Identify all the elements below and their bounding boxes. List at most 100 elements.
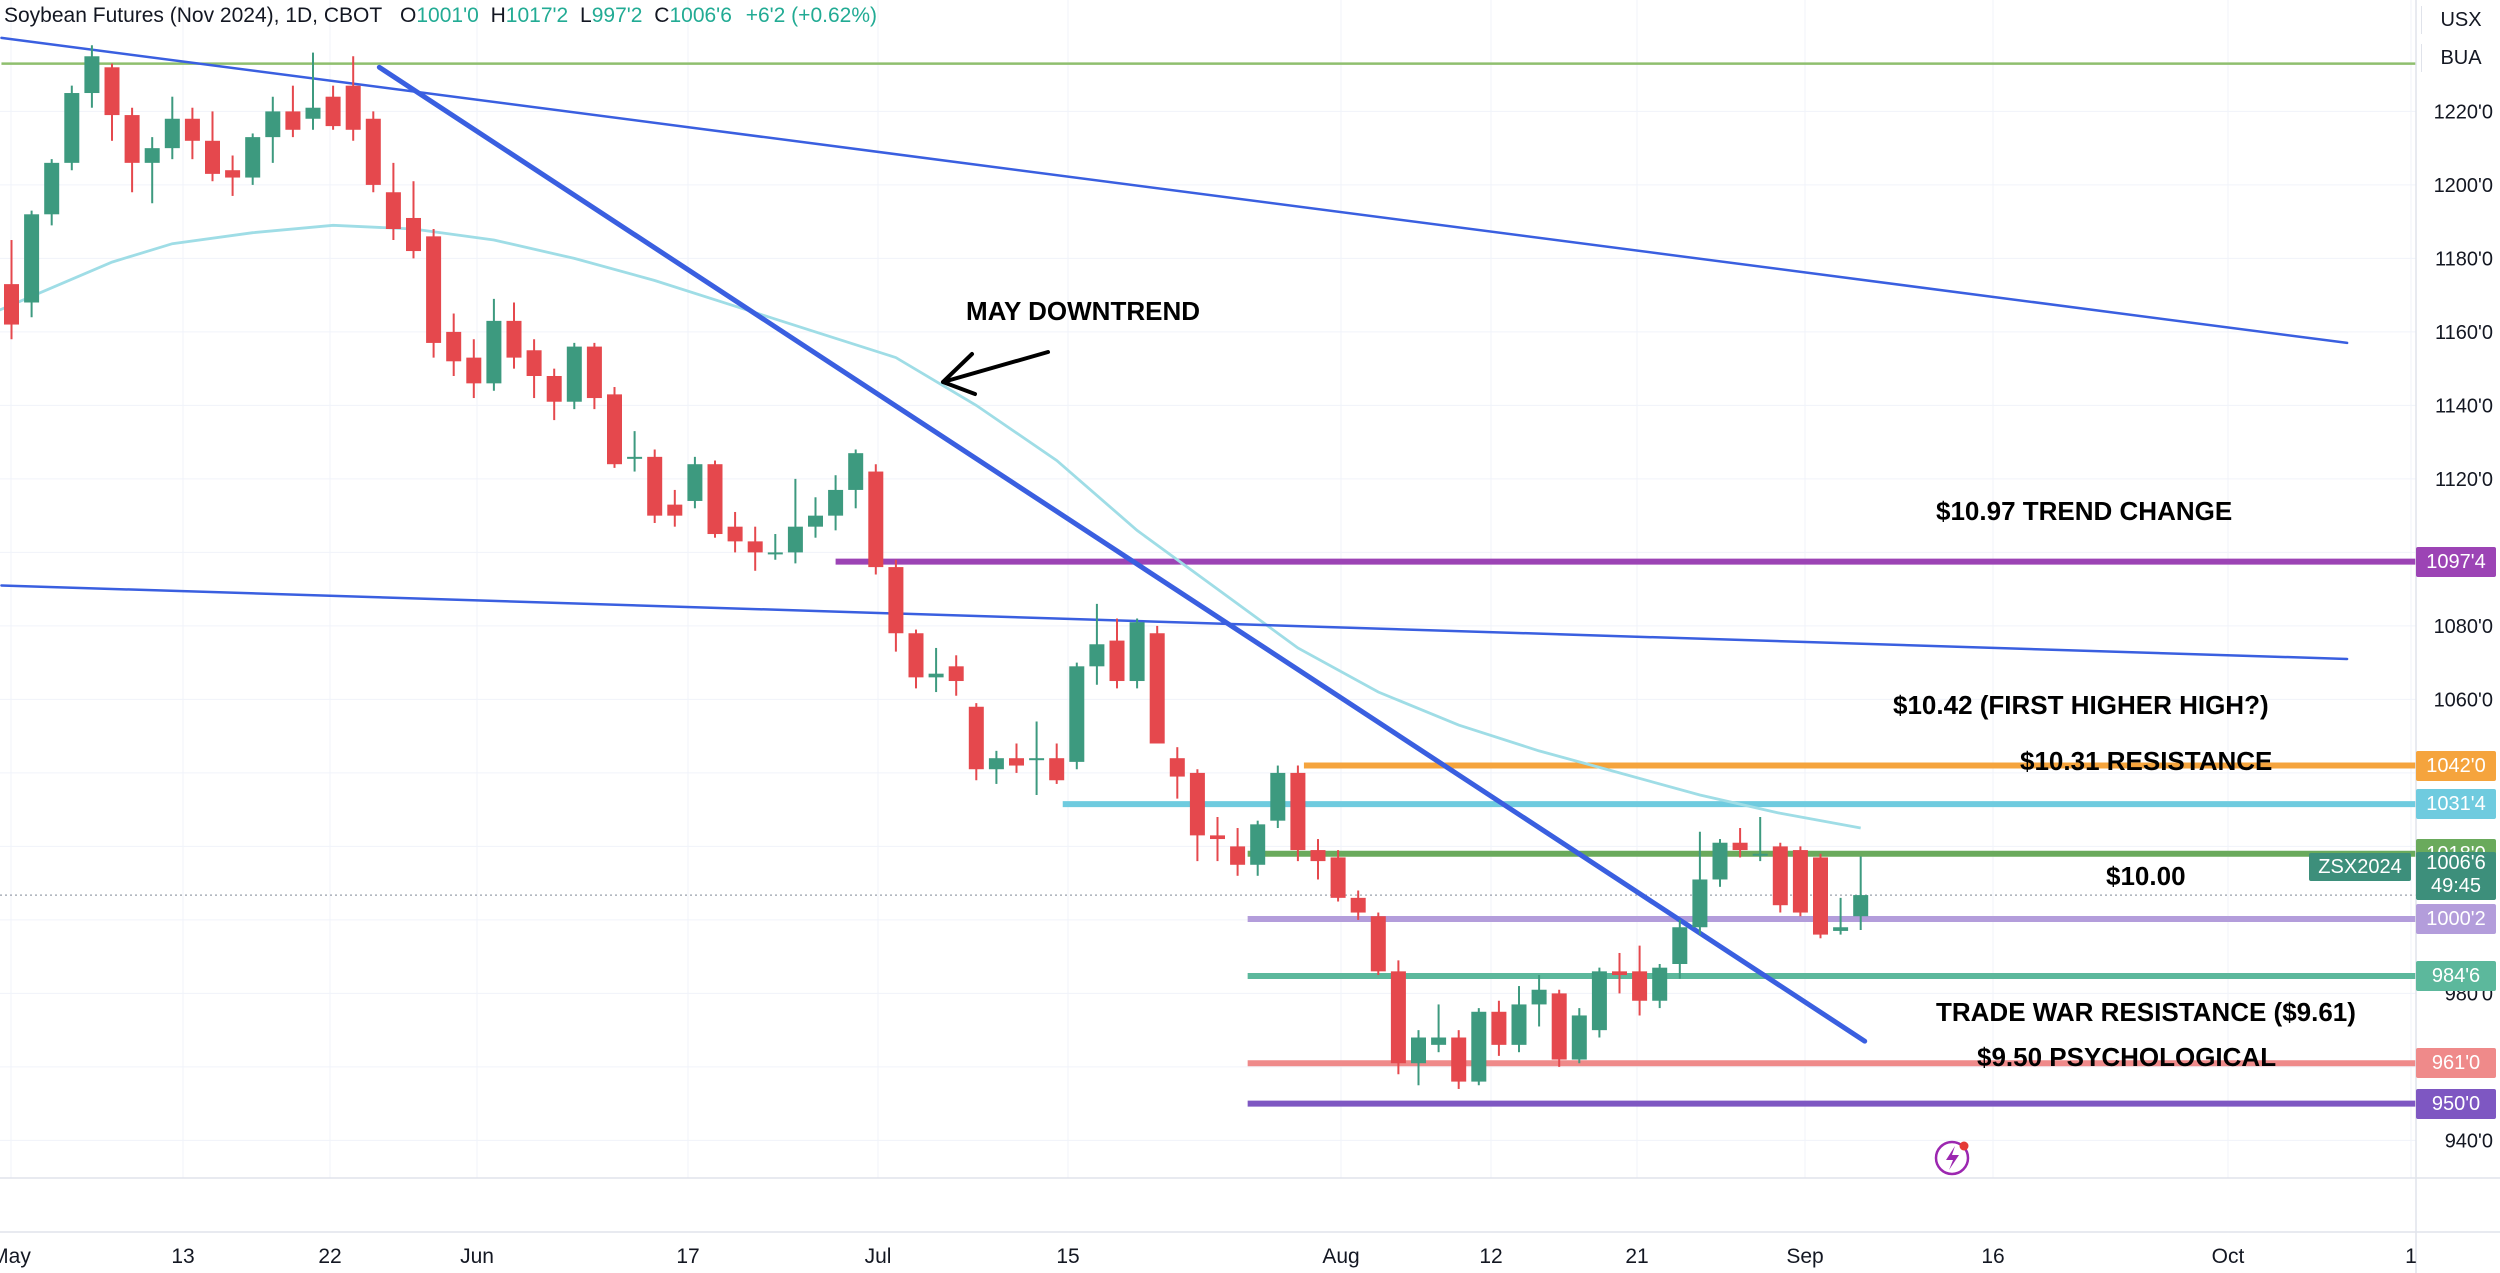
candle-body xyxy=(1169,758,1185,777)
candle-body xyxy=(225,170,241,178)
arrow-icon xyxy=(941,350,1050,396)
candle xyxy=(747,526,763,571)
y-tick-label: 940'0 xyxy=(2445,1130,2493,1152)
x-tick-label: 22 xyxy=(318,1245,341,1268)
candle xyxy=(526,339,542,399)
candle xyxy=(385,162,401,241)
candle-body xyxy=(888,567,904,634)
candle-body xyxy=(787,526,803,553)
candle-body xyxy=(1471,1011,1487,1082)
candle xyxy=(1169,747,1185,799)
symbol-tag: ZSX2024 xyxy=(2309,853,2411,881)
candle-body xyxy=(1210,835,1225,840)
candle xyxy=(205,111,220,182)
candle xyxy=(1270,765,1286,829)
y-tick-label: 1080'0 xyxy=(2434,616,2493,638)
lightning-icon[interactable] xyxy=(1934,1140,1970,1176)
candle xyxy=(1230,828,1246,876)
candle xyxy=(1672,919,1688,979)
candle-body xyxy=(586,346,602,399)
candle-body xyxy=(546,376,562,402)
candle-body xyxy=(265,111,281,138)
x-tick-label: 15 xyxy=(1056,1245,1079,1268)
candle-body xyxy=(1310,850,1326,862)
open-value: 1001'0 xyxy=(416,4,479,27)
annotation-resistance-1031: $10.31 RESISTANCE xyxy=(2020,746,2273,776)
candle-body xyxy=(808,515,823,527)
candle xyxy=(225,155,241,196)
candle-body xyxy=(828,489,844,516)
candle-body xyxy=(104,67,120,116)
candle xyxy=(506,302,522,369)
candle-body xyxy=(687,464,703,501)
candle xyxy=(1330,850,1346,902)
candle-body xyxy=(64,93,80,163)
candle-body xyxy=(767,552,783,555)
candle xyxy=(1833,897,1849,935)
candle xyxy=(1029,721,1045,795)
candle-body xyxy=(1692,879,1708,928)
x-tick-label: 12 xyxy=(1479,1245,1502,1268)
candle-body xyxy=(1390,971,1406,1064)
candle-body xyxy=(84,56,100,94)
current-price: 1006'6 xyxy=(2426,852,2486,874)
candle xyxy=(787,478,803,564)
currency-unit-button[interactable]: USX xyxy=(2421,6,2500,34)
candle-body xyxy=(1571,1015,1587,1060)
candle xyxy=(1310,839,1326,880)
candle xyxy=(245,133,261,185)
candle-body xyxy=(566,346,582,402)
candle-body xyxy=(124,115,140,163)
x-tick-label: 13 xyxy=(171,1245,194,1268)
candle-body xyxy=(1290,772,1306,851)
candle-body xyxy=(385,192,401,229)
y-tick-label: 1160'0 xyxy=(2435,322,2493,344)
candle-body xyxy=(1752,853,1768,856)
currency-sub-button[interactable]: BUA xyxy=(2421,44,2500,72)
candle xyxy=(104,63,120,141)
candle-body xyxy=(988,758,1004,770)
candle xyxy=(1531,975,1547,1027)
candle-body xyxy=(1612,971,1627,976)
candle xyxy=(345,56,361,141)
candle xyxy=(1049,743,1065,784)
candle xyxy=(1250,820,1266,876)
candle-body xyxy=(426,236,442,343)
candle xyxy=(1551,989,1567,1067)
candle-body xyxy=(1833,927,1849,931)
candle-body xyxy=(1451,1037,1467,1082)
candle-body xyxy=(305,107,321,119)
moving-average xyxy=(0,223,1861,830)
candle xyxy=(1290,765,1306,862)
candle-body xyxy=(1813,857,1828,935)
candle-body xyxy=(1511,1004,1527,1045)
y-tick-label: 1200'0 xyxy=(2434,175,2493,197)
candle xyxy=(426,229,442,358)
candle-body xyxy=(948,666,964,682)
trendline-long-downtrend-lower xyxy=(0,584,2349,661)
trendline-long-downtrend-upper xyxy=(0,36,2349,345)
price-tag: 984'6 xyxy=(2416,960,2496,991)
candle-body xyxy=(1129,622,1145,682)
annotation-arrow xyxy=(941,350,1050,396)
grid xyxy=(0,0,2416,1178)
candle-body xyxy=(1792,850,1808,913)
candle xyxy=(808,497,823,538)
annotation-may-downtrend: MAY DOWNTREND xyxy=(966,296,1201,326)
candle xyxy=(486,298,502,391)
annotation-first-higher-high: $10.42 (FIRST HIGHER HIGH?) xyxy=(1893,690,2269,720)
candle xyxy=(124,107,140,193)
close-label: C xyxy=(654,4,670,27)
candle xyxy=(868,464,884,575)
candle xyxy=(4,240,19,340)
candle-body xyxy=(486,320,502,384)
horizontal-levels xyxy=(0,62,2416,1107)
price-tag: 950'0 xyxy=(2416,1088,2496,1119)
candle-body xyxy=(1411,1037,1426,1064)
candle xyxy=(1712,839,1728,887)
candle xyxy=(1571,1008,1587,1064)
candle xyxy=(466,339,482,399)
candle xyxy=(948,655,964,696)
candle xyxy=(1089,603,1105,685)
